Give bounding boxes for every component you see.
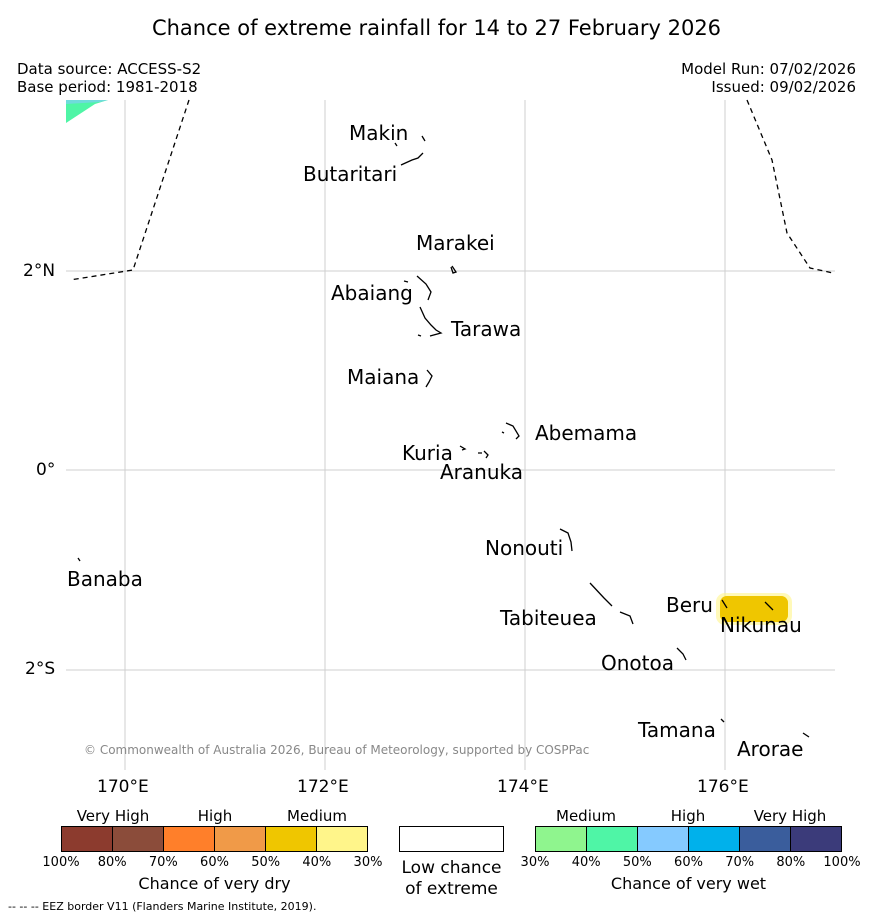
dry-colorbar-tick-label: 80% [97, 855, 127, 870]
dry-colorbar-segment [317, 827, 367, 851]
dry-colorbar-segment [266, 827, 317, 851]
island-maiana [425, 369, 433, 388]
place-label-tamana: Tamana [638, 718, 716, 742]
place-label-kuria: Kuria [402, 441, 453, 465]
island-banaba [77, 557, 81, 562]
lat-label-0: 0° [36, 460, 56, 480]
wet-colorbar-segment [791, 827, 841, 851]
island-arorae [802, 732, 810, 738]
island-tabiteuea [589, 582, 634, 625]
place-label-onotoa: Onotoa [601, 651, 674, 675]
place-label-maiana: Maiana [347, 365, 420, 389]
place-label-abaiang: Abaiang [331, 281, 413, 305]
island-outlines [77, 135, 810, 738]
model-run: Model Run: 07/02/2026 [681, 60, 856, 78]
dry-colorbar-title: Chance of very dry [138, 874, 291, 893]
island-butaritari [400, 152, 424, 166]
low-chance-title-2: of extreme [405, 879, 498, 899]
dry-colorbar-tick-label: 60% [200, 855, 229, 870]
base-period: Base period: 1981-2018 [17, 78, 198, 96]
wet-colorbar-segment [740, 827, 791, 851]
dry-colorbar-segment [62, 827, 113, 851]
wet-colorbar-title: Chance of very wet [610, 874, 767, 893]
island-beru-nikunau [721, 599, 774, 611]
place-label-beru: Beru [666, 593, 713, 617]
low-chance-swatch [399, 826, 504, 852]
place-label-arorae: Arorae [737, 737, 804, 761]
low-chance-title-1: Low chance [401, 858, 502, 878]
lon-label-176e: 176°E [697, 777, 749, 797]
island-abemama [501, 422, 520, 440]
dry-colorbar-tick-label: 30% [353, 855, 383, 870]
place-label-abemama: Abemama [535, 421, 638, 445]
island-onotoa [676, 647, 687, 661]
island-nonouti [559, 528, 573, 552]
wet-colorbar-tick-label: 40% [571, 855, 601, 870]
island-abaiang [403, 275, 432, 301]
dry-cat-high: High [197, 807, 233, 825]
wet-colorbar-tick-label: 60% [674, 855, 703, 870]
wet-colorbar-segment [587, 827, 638, 851]
wet-colorbar-tick-label: 100% [823, 855, 861, 870]
place-label-marakei: Marakei [416, 231, 495, 255]
island-tamana [720, 718, 725, 723]
dry-colorbar-segment [215, 827, 266, 851]
eez-border [69, 99, 834, 281]
wet-colorbar-tick-label: 30% [520, 855, 550, 870]
island-tarawa [417, 306, 443, 337]
dry-colorbar [61, 826, 368, 852]
place-label-makin: Makin [349, 121, 409, 145]
dry-colorbar-segment [113, 827, 164, 851]
lat-label-2s: 2°S [25, 659, 56, 679]
island-kuria-aranuka [459, 445, 489, 459]
island-marakei [450, 265, 458, 274]
dry-colorbar-tick-label: 70% [148, 855, 178, 870]
wet-cat-high: High [670, 807, 706, 825]
place-label-nonouti: Nonouti [485, 536, 564, 560]
place-label-banaba: Banaba [67, 567, 143, 591]
lon-label-172e: 172°E [297, 777, 349, 797]
place-label-tabiteuea: Tabiteuea [500, 606, 597, 630]
place-label-nikunau: Nikunau [720, 613, 802, 637]
wet-colorbar-tick-label: 50% [622, 855, 652, 870]
wet-cat-medium: Medium [556, 807, 616, 825]
island-makin [394, 135, 426, 147]
wet-probability-area [66, 100, 108, 123]
dry-cat-medium: Medium [287, 807, 347, 825]
place-label-tarawa: Tarawa [451, 317, 522, 341]
dry-probability-core [720, 596, 788, 622]
wet-probability-edge [66, 100, 108, 104]
map-title: Chance of extreme rainfall for 14 to 27 … [151, 16, 722, 40]
place-label-butaritari: Butaritari [303, 162, 398, 186]
lat-label-2n: 2°N [23, 261, 56, 281]
lon-label-170e: 170°E [97, 777, 149, 797]
copyright-notice: © Commonwealth of Australia 2026, Bureau… [84, 743, 590, 757]
wet-colorbar [535, 826, 842, 852]
dry-cat-very-high: Very High [76, 807, 150, 825]
place-label-aranuka: Aranuka [440, 460, 523, 484]
dry-colorbar-tick-label: 100% [42, 855, 80, 870]
data-source: Data source: ACCESS-S2 [17, 60, 202, 78]
gridlines [66, 100, 835, 770]
dry-colorbar-tick-label: 50% [251, 855, 281, 870]
dry-colorbar-segment [164, 827, 215, 851]
wet-colorbar-segment [689, 827, 740, 851]
footer-note: -- -- -- EEZ border V11 (Flanders Marine… [8, 900, 317, 913]
wet-cat-very-high: Very High [753, 807, 827, 825]
dry-colorbar-tick-label: 40% [302, 855, 332, 870]
wet-colorbar-tick-label: 80% [776, 855, 806, 870]
issued-date: Issued: 09/02/2026 [711, 78, 856, 96]
lon-label-174e: 174°E [497, 777, 549, 797]
wet-colorbar-segment [638, 827, 689, 851]
wet-colorbar-tick-label: 70% [725, 855, 755, 870]
wet-colorbar-segment [536, 827, 587, 851]
